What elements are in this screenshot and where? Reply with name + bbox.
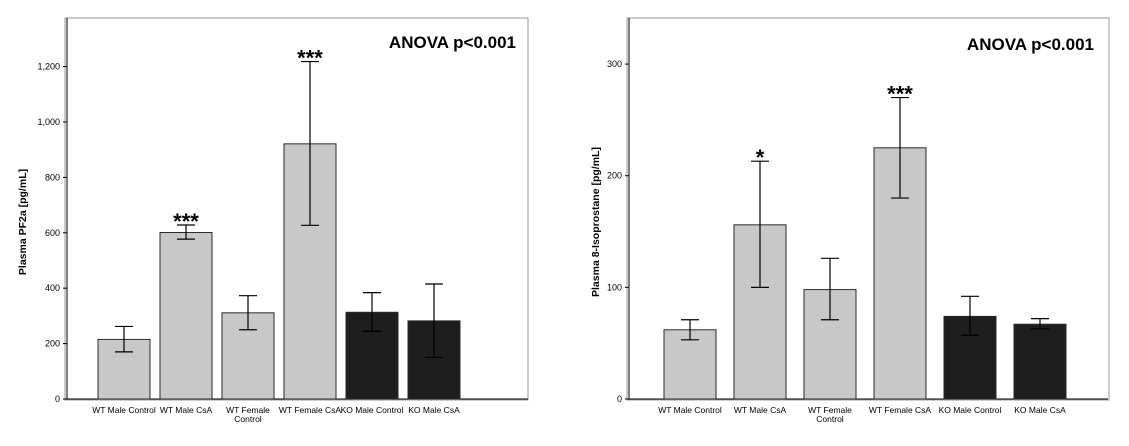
x-tick-label: WT Female Control: [226, 405, 270, 424]
y-tick-label: 0: [617, 394, 622, 404]
error-bar: [821, 257, 839, 321]
significance-marker: ***: [173, 209, 199, 234]
significance-marker: ***: [297, 46, 323, 71]
error-bar: [751, 160, 769, 288]
y-tick-label: 600: [45, 228, 60, 238]
y-tick-label: 100: [607, 282, 622, 292]
x-tick-label: WT Male Control: [92, 405, 156, 415]
anova-annotation: ANOVA p<0.001: [389, 33, 516, 52]
error-bar: [891, 96, 909, 199]
x-tick-label: WT Male CsA: [734, 405, 787, 415]
y-tick-label: 200: [607, 171, 622, 181]
error-bar: [425, 283, 443, 359]
error-bar: [363, 292, 381, 333]
bar: [1013, 323, 1067, 400]
x-tick-label: KO Male Control: [341, 405, 404, 415]
error-bar: [239, 295, 257, 331]
y-tick-label: 800: [45, 172, 60, 182]
right-chart-panel: 0 100 200 300 Plasma 8-Isoprostane [pg/mL] AN…: [590, 17, 1110, 424]
x-tick-label: WT Female Control: [808, 405, 852, 424]
error-bar: [115, 325, 133, 353]
bar: [159, 232, 213, 400]
y-tick-label: 1,000: [37, 117, 60, 127]
x-tick-label: KO Male Control: [939, 405, 1002, 415]
y-tick-label: 300: [607, 59, 622, 69]
anova-annotation: ANOVA p<0.001: [967, 35, 1094, 54]
y-tick-label: 0: [55, 394, 60, 404]
x-tick-label: WT Female CsA: [279, 405, 342, 415]
x-tick-label: WT Male CsA: [160, 405, 213, 415]
significance-marker: ***: [887, 82, 913, 107]
error-bar: [681, 319, 699, 341]
y-tick-label: 1,200: [37, 62, 60, 72]
error-bar: [177, 224, 195, 240]
y-tick-label: 400: [45, 283, 60, 293]
x-tick-label: KO Male CsA: [408, 405, 460, 415]
bar: [663, 329, 717, 400]
left-chart-panel: 0 200 400 600 800 1,000 1,200 Plasma PF2a [pg/m…: [17, 17, 529, 424]
x-tick-label: KO Male CsA: [1014, 405, 1066, 415]
y-axis-label: Plasma PF2a [pg/mL]: [17, 169, 29, 275]
error-bar: [301, 60, 319, 226]
x-tick-label: WT Male Control: [658, 405, 722, 415]
y-tick-label: 200: [45, 339, 60, 349]
significance-marker: *: [756, 145, 765, 170]
y-axis-label: Plasma 8-Isoprostane [pg/mL]: [590, 147, 602, 297]
error-bar: [1031, 318, 1049, 330]
error-bar: [961, 295, 979, 336]
x-tick-label: WT Female CsA: [869, 405, 932, 415]
